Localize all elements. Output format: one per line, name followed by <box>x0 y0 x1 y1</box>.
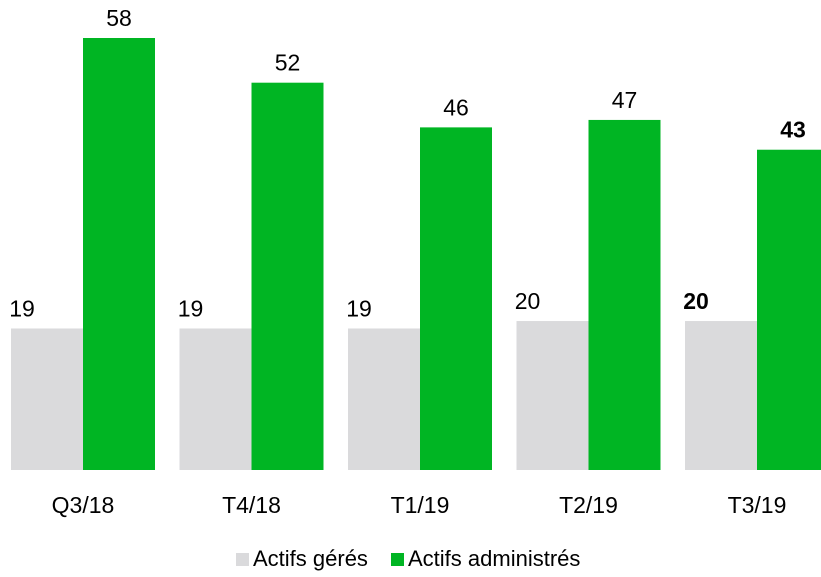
bar-actifs-administres-t3-19 <box>757 149 821 471</box>
value-label-actifs-geres-q3-18: 19 <box>9 295 35 321</box>
category-label-t3-19: T3/19 <box>728 492 787 518</box>
legend-label-actifs-geres: Actifs gérés <box>253 546 368 571</box>
bar-actifs-administres-t2-19 <box>588 119 661 471</box>
bar-actifs-geres-t4-18 <box>179 328 252 470</box>
category-labels-layer: Q3/18 T4/18 T1/19 T2/19 T3/19 <box>52 492 787 518</box>
legend: Actifs gérés Actifs administrés <box>236 546 580 571</box>
value-label-actifs-geres-t2-19: 20 <box>515 288 541 314</box>
value-label-actifs-geres-t4-18: 19 <box>178 295 204 321</box>
value-label-actifs-administres-t2-19: 47 <box>612 87 638 113</box>
bar-actifs-geres-t2-19 <box>516 321 589 470</box>
category-label-t2-19: T2/19 <box>559 492 618 518</box>
bar-actifs-administres-t4-18 <box>251 82 324 471</box>
legend-swatch-actifs-administres <box>391 553 404 566</box>
category-label-t1-19: T1/19 <box>391 492 450 518</box>
bar-actifs-geres-t1-19 <box>348 328 420 470</box>
value-label-actifs-geres-t1-19: 19 <box>346 295 372 321</box>
category-label-q3-18: Q3/18 <box>52 492 115 518</box>
value-label-actifs-administres-t4-18: 52 <box>275 50 301 76</box>
value-label-actifs-administres-q3-18: 58 <box>106 5 132 31</box>
value-label-actifs-administres-t1-19: 46 <box>443 94 469 120</box>
bar-actifs-administres-q3-18 <box>83 38 155 470</box>
bars-layer <box>11 38 821 471</box>
category-label-t4-18: T4/18 <box>222 492 281 518</box>
bar-actifs-administres-t1-19 <box>420 127 492 471</box>
legend-swatch-actifs-geres <box>236 553 249 566</box>
value-label-actifs-administres-t3-19: 43 <box>780 117 806 143</box>
bar-actifs-geres-q3-18 <box>11 328 83 470</box>
value-labels-layer: 19 58 19 52 19 46 20 47 20 43 <box>9 5 806 321</box>
value-label-actifs-geres-t3-19: 20 <box>683 288 709 314</box>
legend-label-actifs-administres: Actifs administrés <box>408 546 580 571</box>
bar-actifs-geres-t3-19 <box>685 321 757 470</box>
